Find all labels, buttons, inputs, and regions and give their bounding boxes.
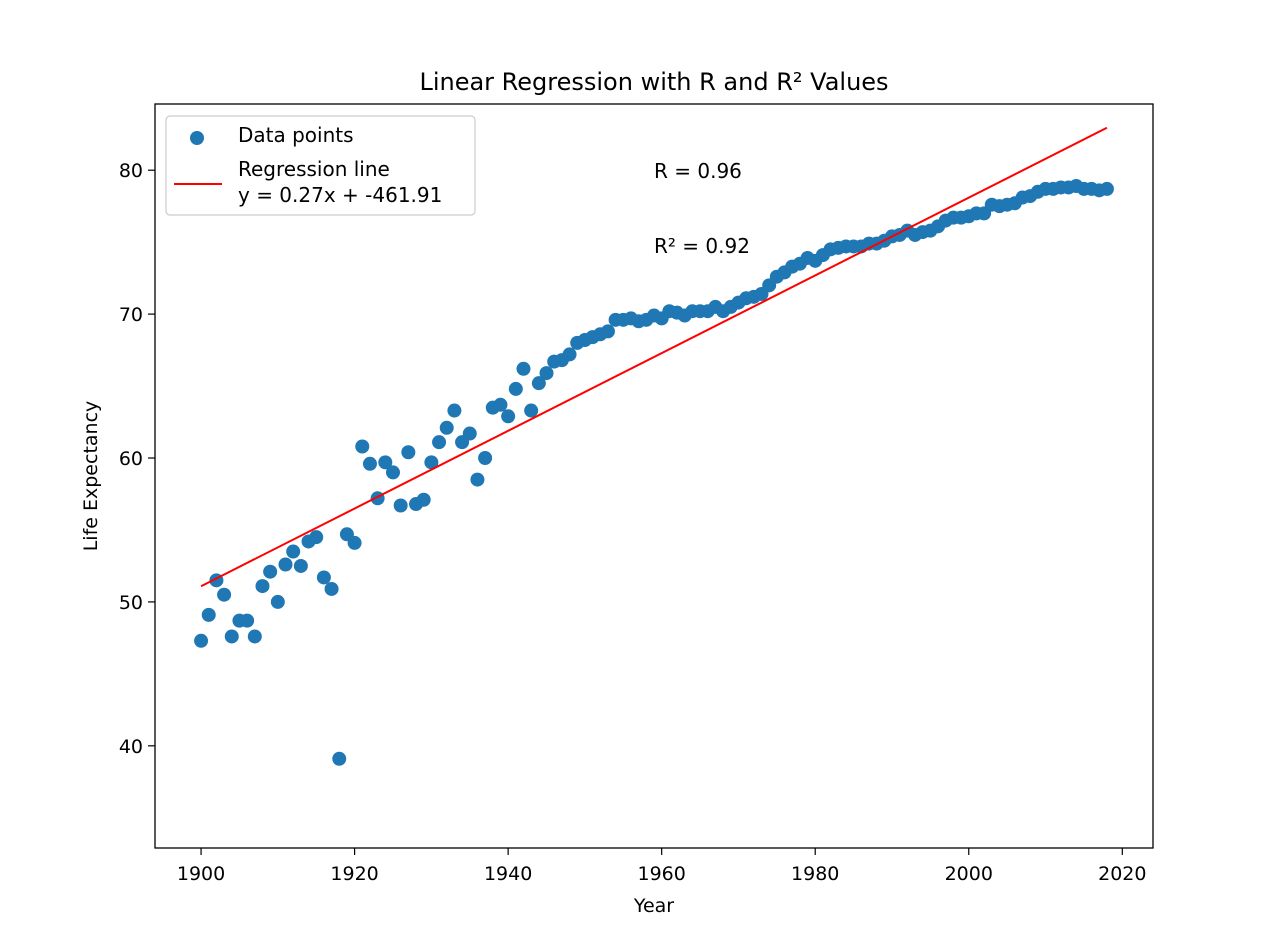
data-point (478, 451, 493, 466)
data-point (224, 629, 239, 644)
r-annotation: R = 0.96 (654, 159, 742, 183)
data-point (217, 587, 232, 602)
data-point (524, 403, 539, 418)
plot-area-frame (154, 103, 1154, 849)
x-tick-label: 1960 (637, 863, 685, 885)
data-point (385, 465, 400, 480)
data-point (562, 347, 577, 362)
data-point (347, 535, 362, 550)
x-tick-label: 1900 (177, 863, 225, 885)
x-tick-label: 2000 (945, 863, 993, 885)
legend-label-regression-equation: y = 0.27x + -461.91 (238, 183, 442, 207)
regression-line (200, 126, 1108, 588)
data-point (401, 445, 416, 460)
data-point (539, 366, 554, 381)
y-axis-label: Life Expectancy (80, 401, 102, 552)
data-point (470, 472, 485, 487)
data-point (531, 376, 546, 391)
chart-title: Linear Regression with R and R² Values (419, 68, 888, 96)
data-point (332, 751, 347, 766)
data-point (600, 324, 615, 339)
legend-label-regression-line: Regression line (238, 157, 390, 181)
legend-box (165, 115, 476, 216)
data-point (194, 633, 209, 648)
x-axis: 1900 1920 1940 1960 1980 2000 2020 (177, 848, 1146, 885)
x-tick-label: 1940 (484, 863, 532, 885)
data-point (393, 498, 408, 513)
x-tick-label: 1920 (330, 863, 378, 885)
data-point (309, 530, 324, 545)
legend-label-data-points: Data points (238, 123, 354, 147)
data-point (270, 594, 285, 609)
y-tick-label: 80 (119, 160, 143, 182)
data-point (316, 570, 331, 585)
data-point (240, 613, 255, 628)
y-tick-label: 40 (119, 736, 143, 758)
data-point (501, 409, 516, 424)
data-point (439, 420, 454, 435)
data-point (378, 455, 393, 470)
data-point (324, 581, 339, 596)
legend-marker-data-points (190, 131, 204, 145)
x-tick-label: 2020 (1098, 863, 1146, 885)
data-point (493, 397, 508, 412)
data-point (201, 607, 216, 622)
data-point (247, 629, 262, 644)
data-point (355, 439, 370, 454)
data-point (362, 456, 377, 471)
data-point (424, 455, 439, 470)
y-tick-label: 50 (119, 592, 143, 614)
data-points (194, 179, 1114, 766)
data-point (432, 435, 447, 450)
data-point (516, 361, 531, 376)
data-point (508, 381, 523, 396)
data-point (278, 557, 293, 572)
data-point (293, 558, 308, 573)
y-tick-label: 70 (119, 304, 143, 326)
data-point (416, 492, 431, 507)
data-point (255, 579, 270, 594)
data-point (462, 426, 477, 441)
x-axis-label: Year (633, 895, 674, 917)
r-squared-annotation: R² = 0.92 (654, 234, 750, 258)
data-point (447, 403, 462, 418)
data-point (286, 544, 301, 559)
data-point (1099, 181, 1114, 196)
x-tick-label: 1980 (791, 863, 839, 885)
y-tick-label: 60 (119, 448, 143, 470)
legend: Data points Regression line y = 0.27x + … (165, 115, 476, 216)
regression-line-layer (200, 126, 1108, 588)
y-axis: 40 50 60 70 80 (119, 160, 155, 758)
data-point (263, 564, 278, 579)
